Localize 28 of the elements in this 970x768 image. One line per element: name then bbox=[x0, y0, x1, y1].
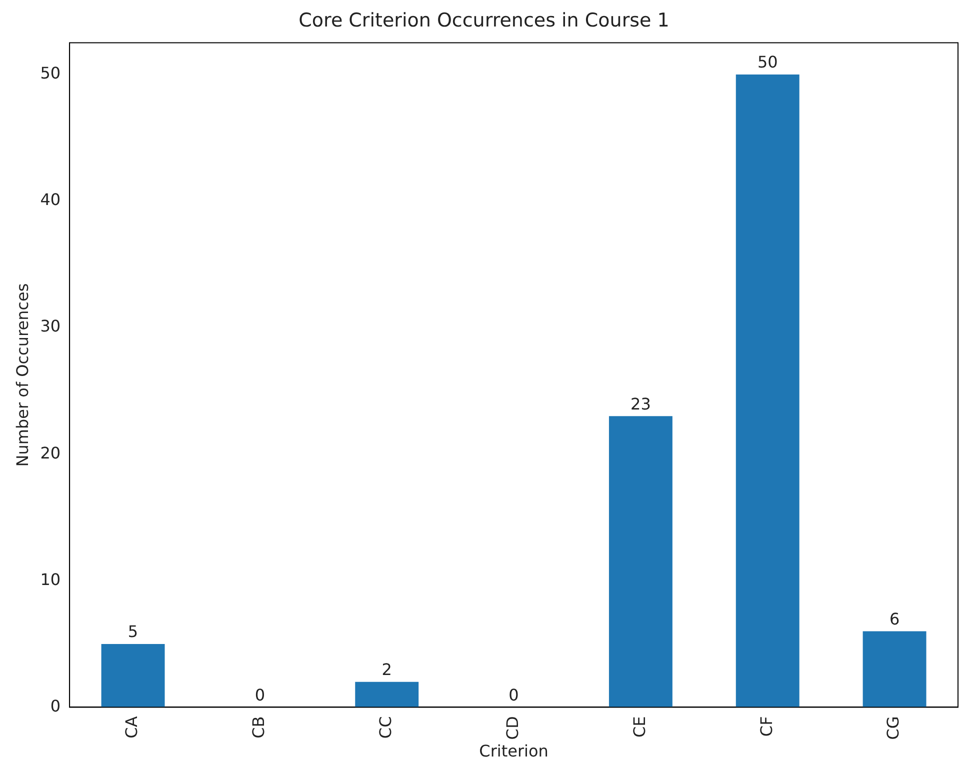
x-tick-label: CC bbox=[376, 716, 396, 739]
data-label: 2 bbox=[382, 660, 392, 680]
y-tick-label: 50 bbox=[40, 64, 61, 83]
y-tick-label: 0 bbox=[50, 696, 61, 716]
y-tick-label: 40 bbox=[40, 190, 61, 210]
data-label: 0 bbox=[254, 685, 266, 704]
x-tick-label: CG bbox=[884, 716, 903, 740]
data-label: 0 bbox=[508, 685, 519, 704]
x-tick-label: CF bbox=[756, 716, 776, 737]
bar bbox=[101, 644, 165, 708]
chart-title: Core Criterion Occurrences in Course 1 bbox=[298, 9, 670, 32]
bar bbox=[355, 682, 419, 708]
y-tick-label: 20 bbox=[40, 443, 61, 462]
x-tick-label: CD bbox=[502, 716, 522, 740]
bar bbox=[736, 74, 800, 708]
bar bbox=[862, 631, 926, 708]
data-label: 23 bbox=[630, 394, 651, 414]
data-label: 5 bbox=[128, 622, 138, 642]
y-tick-label: 10 bbox=[40, 570, 61, 589]
data-label: 6 bbox=[889, 609, 900, 628]
x-tick-label: CE bbox=[630, 716, 649, 738]
x-axis-title: Criterion bbox=[479, 742, 548, 761]
x-tick-label: CA bbox=[122, 716, 142, 738]
y-tick-label: 30 bbox=[40, 316, 61, 336]
y-axis-title: Number of Occurences bbox=[12, 283, 32, 467]
x-tick-label: CB bbox=[249, 716, 268, 738]
data-label: 50 bbox=[757, 52, 778, 72]
bar bbox=[608, 416, 672, 708]
